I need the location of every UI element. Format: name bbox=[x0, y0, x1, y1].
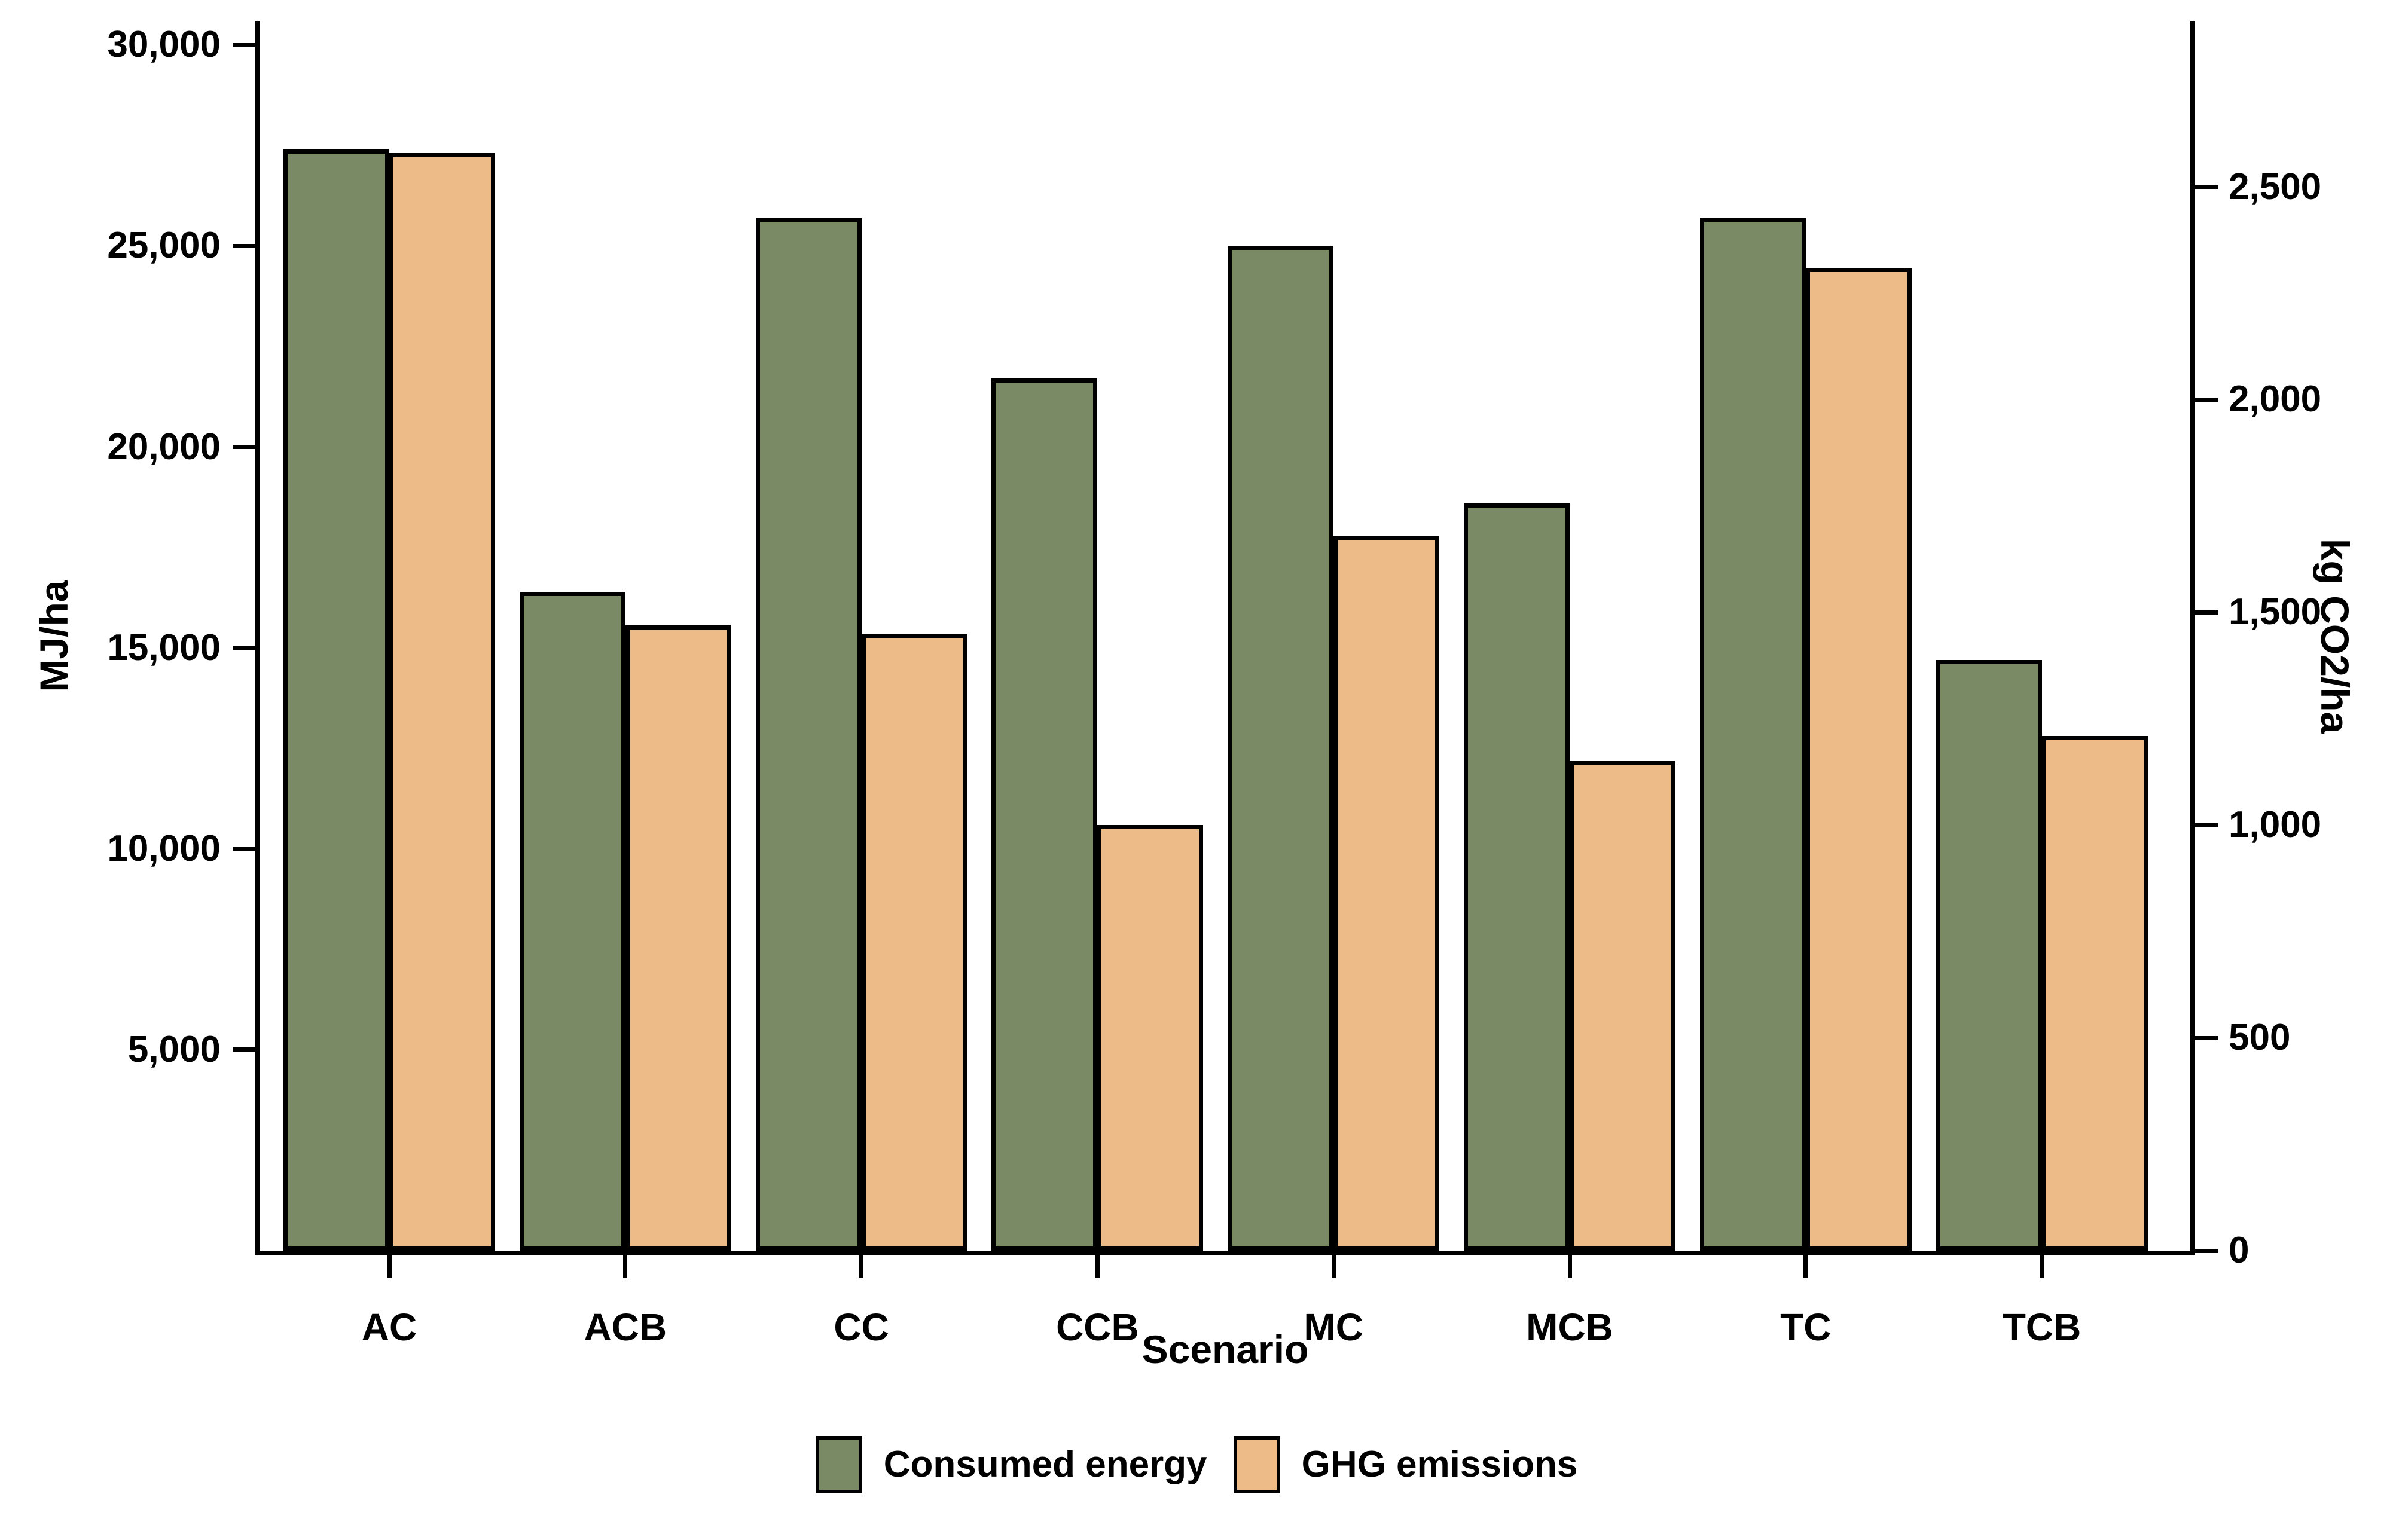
x-axis-tick bbox=[623, 1255, 628, 1278]
x-category-label-CCB: CCB bbox=[1056, 1306, 1139, 1349]
right-axis-tick-label: 2,000 bbox=[2229, 378, 2322, 420]
bar-consumed-energy-CCB bbox=[991, 378, 1098, 1251]
left-axis-tick bbox=[233, 445, 255, 450]
bar-ghg-emissions-CCB bbox=[1097, 825, 1204, 1251]
bar-consumed-energy-TCB bbox=[1936, 660, 2042, 1251]
x-axis-tick bbox=[1567, 1255, 1572, 1278]
legend-entry-ghg-emissions: GHG emissions bbox=[1233, 1436, 1578, 1493]
x-axis-title: Scenario bbox=[1141, 1327, 1309, 1371]
bar-consumed-energy-TC bbox=[1699, 218, 1806, 1251]
x-axis-tick bbox=[859, 1255, 864, 1278]
left-axis-tick bbox=[233, 243, 255, 248]
x-axis-tick bbox=[387, 1255, 392, 1278]
x-axis-tick bbox=[1331, 1255, 1336, 1278]
right-axis-tick bbox=[2195, 610, 2218, 615]
left-axis-tick-label: 5,000 bbox=[127, 1028, 221, 1070]
x-category-label-ACB: ACB bbox=[584, 1306, 667, 1349]
consumed-energy-swatch-icon bbox=[815, 1436, 862, 1493]
left-axis-tick-label: 25,000 bbox=[107, 225, 221, 267]
legend-entry-consumed-energy: Consumed energy bbox=[815, 1436, 1207, 1493]
bar-ghg-emissions-ACB bbox=[625, 625, 731, 1251]
right-axis-tick-label: 1,000 bbox=[2229, 804, 2322, 846]
right-axis-tick-label: 0 bbox=[2229, 1230, 2249, 1271]
bar-ghg-emissions-TC bbox=[1805, 268, 1912, 1251]
right-axis-tick bbox=[2195, 1035, 2218, 1040]
left-axis-tick-label: 10,000 bbox=[107, 827, 221, 869]
right-axis-tick-label: 2,500 bbox=[2229, 166, 2322, 207]
x-axis-tick bbox=[2040, 1255, 2044, 1278]
x-category-label-MCB: MCB bbox=[1526, 1306, 1613, 1349]
left-axis-tick bbox=[233, 1047, 255, 1052]
bar-ghg-emissions-AC bbox=[389, 153, 495, 1251]
right-axis-tick-label: 500 bbox=[2229, 1017, 2291, 1059]
left-axis-title: MJ/ha bbox=[32, 579, 76, 692]
x-category-label-CC: CC bbox=[834, 1306, 889, 1349]
x-category-label-MC: MC bbox=[1304, 1306, 1363, 1349]
left-axis-tick bbox=[233, 847, 255, 851]
bar-ghg-emissions-TCB bbox=[2041, 736, 2148, 1251]
right-axis-tick-label: 1,500 bbox=[2229, 591, 2322, 633]
left-axis-tick-label: 30,000 bbox=[107, 24, 221, 66]
x-axis-tick bbox=[1095, 1255, 1100, 1278]
x-axis-tick bbox=[1803, 1255, 1808, 1278]
bar-consumed-energy-MC bbox=[1228, 246, 1334, 1251]
right-axis-tick bbox=[2195, 1248, 2218, 1253]
bar-consumed-energy-CC bbox=[755, 218, 862, 1251]
bar-consumed-energy-AC bbox=[283, 149, 389, 1251]
bar-ghg-emissions-CC bbox=[861, 634, 967, 1251]
left-axis-tick bbox=[233, 646, 255, 650]
bar-ghg-emissions-MCB bbox=[1570, 761, 1675, 1251]
ghg-emissions-swatch-icon bbox=[1233, 1436, 1280, 1493]
legend-label-consumed-energy: Consumed energy bbox=[883, 1444, 1207, 1485]
right-axis-tick bbox=[2195, 185, 2218, 190]
right-axis-tick bbox=[2195, 823, 2218, 827]
legend: Consumed energy GHG emissions bbox=[0, 1436, 2393, 1493]
right-axis-line bbox=[2190, 21, 2195, 1255]
right-axis-title: kg CO2/ha bbox=[2313, 538, 2357, 734]
x-category-label-TC: TC bbox=[1780, 1306, 1832, 1349]
left-axis-tick bbox=[233, 42, 255, 47]
x-axis-line bbox=[255, 1251, 2195, 1255]
bar-consumed-energy-ACB bbox=[519, 592, 625, 1251]
left-axis-tick-label: 15,000 bbox=[107, 627, 221, 668]
bar-consumed-energy-MCB bbox=[1464, 503, 1570, 1251]
x-category-label-TCB: TCB bbox=[2002, 1306, 2081, 1349]
left-axis-tick-label: 20,000 bbox=[107, 426, 221, 468]
right-axis-tick bbox=[2195, 397, 2218, 402]
left-axis-line bbox=[255, 21, 260, 1255]
bar-ghg-emissions-MC bbox=[1333, 536, 1440, 1251]
x-category-label-AC: AC bbox=[361, 1306, 417, 1349]
legend-label-ghg-emissions: GHG emissions bbox=[1301, 1444, 1578, 1485]
